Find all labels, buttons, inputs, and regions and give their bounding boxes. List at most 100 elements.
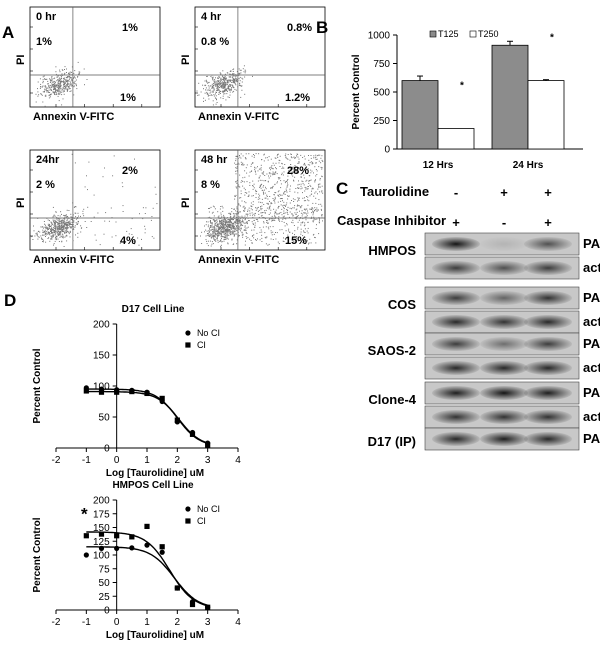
flow-event: [235, 233, 237, 235]
flow-event: [220, 212, 222, 214]
flow-event: [57, 231, 59, 233]
flow-event: [271, 187, 273, 189]
flow-event: [60, 217, 62, 219]
flow-event: [298, 162, 300, 164]
flow-event: [212, 235, 214, 237]
y-tick-label: 50: [99, 578, 111, 589]
flow-event: [236, 226, 238, 227]
flow-event: [59, 75, 61, 76]
protein-band: [432, 361, 480, 375]
flow-event: [219, 220, 221, 222]
flow-event: [220, 78, 221, 80]
flow-event: [65, 232, 67, 234]
flow-event: [50, 224, 52, 226]
flow-event: [58, 234, 60, 235]
flow-event: [40, 93, 42, 95]
flow-event: [121, 217, 123, 219]
flow-event: [301, 205, 303, 207]
flow-event: [44, 88, 46, 90]
flow-event: [236, 220, 238, 222]
flow-event: [243, 211, 245, 212]
flow-event: [263, 160, 265, 162]
flow-event: [59, 231, 61, 233]
data-point-ci: [144, 523, 150, 529]
flow-event: [315, 209, 316, 211]
flow-event: [230, 218, 232, 220]
flow-event: [74, 212, 76, 214]
flow-event: [258, 216, 260, 218]
flow-event: [200, 235, 201, 237]
flow-event: [240, 153, 242, 155]
flow-event: [221, 84, 223, 86]
flow-event: [286, 185, 288, 187]
flow-event: [306, 230, 308, 232]
flow-event: [273, 200, 275, 202]
flow-event: [313, 155, 315, 157]
flow-event: [227, 231, 228, 233]
flow-event: [318, 186, 320, 188]
flow-event: [201, 231, 203, 233]
flow-event: [216, 238, 218, 240]
flow-event: [303, 230, 304, 232]
flow-event: [52, 84, 54, 85]
flow-event: [281, 220, 283, 222]
flow-event: [237, 236, 239, 238]
flow-event: [239, 223, 241, 225]
flow-event: [311, 190, 312, 192]
flow-event: [231, 211, 233, 213]
flow-event: [65, 216, 67, 218]
flow-event: [292, 172, 294, 174]
flow-event: [225, 88, 226, 90]
flow-event: [60, 220, 62, 222]
flow-event: [72, 224, 74, 226]
flow-event: [215, 233, 217, 235]
flow-event: [63, 228, 65, 230]
flow-event: [309, 180, 311, 181]
flow-event: [225, 226, 227, 228]
flow-event: [244, 207, 245, 209]
flow-event: [55, 91, 56, 93]
flow-event: [209, 235, 211, 237]
flow-event: [304, 236, 306, 238]
flow-event: [57, 224, 59, 226]
panel-c-label: C: [336, 179, 348, 198]
flow-event: [260, 207, 262, 209]
flow-event: [103, 233, 105, 235]
flow-event: [292, 232, 293, 234]
flow-event: [322, 160, 324, 162]
flow-event: [36, 233, 38, 235]
flow-event: [239, 211, 241, 212]
flow-event: [241, 164, 242, 166]
flow-event: [308, 243, 309, 245]
flow-event: [296, 216, 298, 217]
flow-event: [273, 164, 275, 166]
flow-event: [51, 227, 53, 229]
flow-event: [217, 235, 219, 237]
flow-event: [318, 209, 319, 211]
flow-event: [260, 167, 262, 169]
flow-event: [305, 200, 307, 202]
flow-event: [74, 206, 76, 207]
data-point-ci: [114, 533, 120, 539]
flow-event: [70, 90, 72, 92]
flow-event: [239, 197, 241, 199]
flow-event: [227, 82, 228, 83]
flow-event: [227, 221, 229, 223]
flow-event: [234, 195, 236, 197]
flow-event: [66, 80, 68, 82]
flow-event: [35, 101, 37, 103]
flow-event: [214, 226, 215, 228]
flow-event: [242, 216, 244, 218]
flow-event: [86, 175, 87, 177]
flow-event: [48, 228, 50, 230]
flow-event: [317, 184, 319, 186]
flow-event: [53, 84, 55, 86]
flow-event: [53, 221, 55, 223]
protein-band: [432, 386, 480, 400]
flow-event: [84, 84, 85, 86]
flow-event: [228, 232, 230, 234]
flow-event: [65, 214, 67, 216]
flow-event: [90, 221, 92, 222]
flow-event: [72, 74, 73, 76]
flow-event: [220, 82, 222, 84]
